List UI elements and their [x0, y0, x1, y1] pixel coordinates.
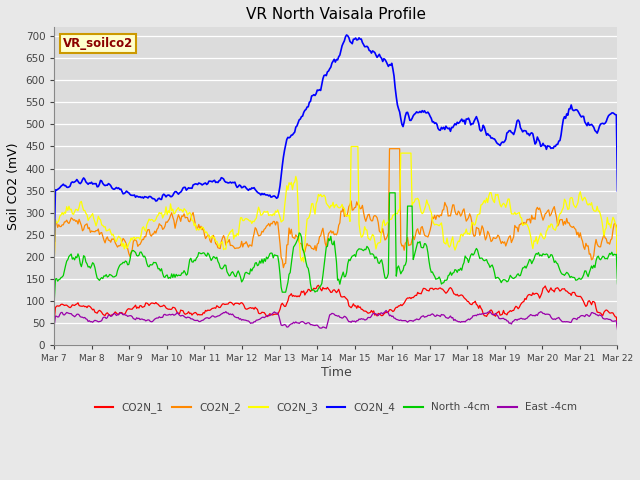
North -4cm — [386, 190, 394, 196]
Line: East -4cm: East -4cm — [54, 311, 618, 329]
North -4cm — [318, 281, 326, 287]
CO2N_1 — [614, 324, 621, 330]
CO2N_2 — [280, 265, 287, 271]
CO2N_4 — [614, 188, 621, 194]
CO2N_2 — [51, 256, 58, 262]
CO2N_1 — [314, 282, 322, 288]
East -4cm — [321, 325, 329, 331]
CO2N_4 — [513, 118, 521, 124]
CO2N_1 — [319, 285, 327, 290]
CO2N_1 — [387, 307, 394, 312]
East -4cm — [601, 316, 609, 322]
East -4cm — [355, 316, 363, 322]
North -4cm — [355, 246, 363, 252]
CO2N_2 — [323, 244, 330, 250]
CO2N_3 — [318, 194, 326, 200]
Y-axis label: Soil CO2 (mV): Soil CO2 (mV) — [7, 143, 20, 230]
CO2N_1 — [323, 286, 330, 292]
East -4cm — [318, 325, 326, 331]
CO2N_2 — [319, 226, 327, 231]
East -4cm — [387, 312, 394, 318]
CO2N_2 — [602, 236, 610, 242]
CO2N_1 — [513, 304, 521, 310]
CO2N_3 — [51, 257, 58, 263]
CO2N_1 — [356, 304, 364, 310]
CO2N_3 — [614, 265, 621, 271]
CO2N_2 — [614, 264, 621, 269]
North -4cm — [601, 256, 609, 262]
East -4cm — [614, 326, 621, 332]
Line: CO2N_4: CO2N_4 — [54, 35, 618, 241]
Line: CO2N_2: CO2N_2 — [54, 149, 618, 268]
CO2N_2 — [515, 229, 522, 235]
CO2N_1 — [601, 308, 609, 314]
Title: VR North Vaisala Profile: VR North Vaisala Profile — [246, 7, 426, 22]
CO2N_2 — [386, 146, 394, 152]
Line: CO2N_3: CO2N_3 — [54, 146, 618, 268]
CO2N_4 — [356, 36, 364, 42]
X-axis label: Time: Time — [321, 366, 351, 379]
CO2N_4 — [51, 239, 58, 244]
Line: North -4cm: North -4cm — [54, 193, 618, 301]
CO2N_4 — [387, 62, 394, 68]
CO2N_3 — [601, 227, 609, 233]
CO2N_2 — [388, 146, 396, 152]
Legend: CO2N_1, CO2N_2, CO2N_3, CO2N_4, North -4cm, East -4cm: CO2N_1, CO2N_2, CO2N_3, CO2N_4, North -4… — [90, 398, 581, 417]
CO2N_4 — [601, 120, 609, 126]
Text: VR_soilco2: VR_soilco2 — [63, 37, 133, 50]
CO2N_4 — [343, 32, 351, 38]
North -4cm — [321, 254, 329, 260]
CO2N_3 — [387, 216, 394, 222]
CO2N_3 — [348, 144, 355, 149]
CO2N_1 — [51, 318, 58, 324]
East -4cm — [51, 323, 58, 328]
North -4cm — [387, 190, 394, 196]
CO2N_4 — [321, 72, 329, 78]
CO2N_3 — [513, 211, 521, 216]
CO2N_4 — [318, 82, 326, 88]
CO2N_2 — [356, 206, 364, 212]
CO2N_3 — [356, 229, 364, 235]
East -4cm — [513, 317, 521, 323]
CO2N_3 — [321, 194, 329, 200]
East -4cm — [382, 308, 390, 313]
North -4cm — [51, 298, 58, 304]
North -4cm — [614, 281, 621, 287]
Line: CO2N_1: CO2N_1 — [54, 285, 618, 327]
North -4cm — [513, 272, 521, 277]
